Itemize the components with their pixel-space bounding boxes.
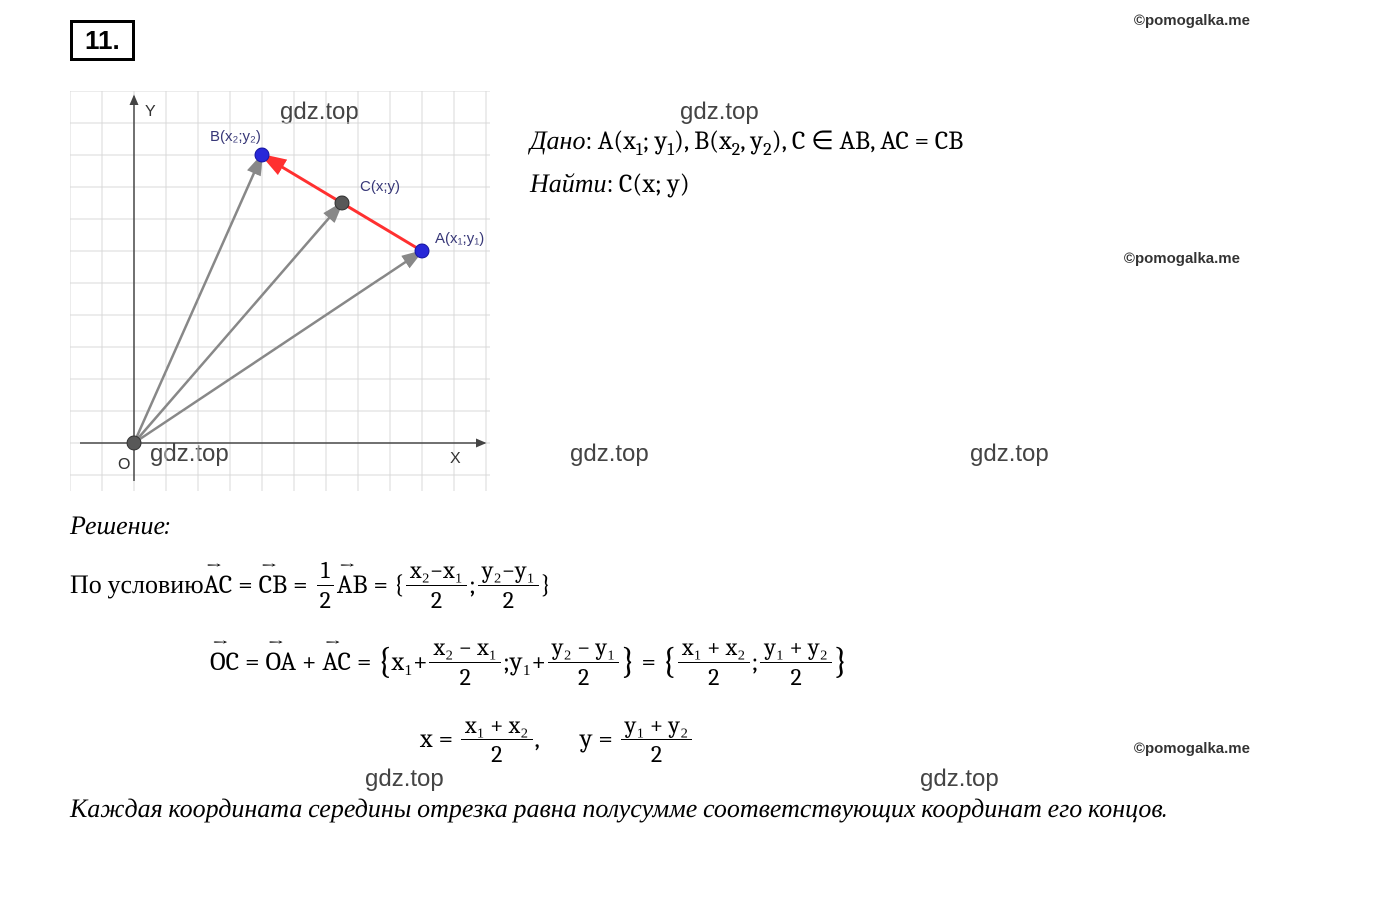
watermark: gdz.top	[920, 765, 999, 793]
rbrace: }	[834, 622, 848, 702]
equals: =	[238, 557, 252, 614]
watermark: gdz.top	[365, 765, 444, 793]
vec-OA: OA	[265, 634, 296, 691]
equals: =	[293, 557, 307, 614]
y-var: y	[580, 711, 593, 768]
vec-AC: AC	[322, 634, 351, 691]
svg-text:X: X	[450, 450, 461, 467]
watermark: gdz.top	[970, 440, 1049, 468]
equation-line-2: OC = OA + AC = { x₁ + x₂ − x₁2 ; y₁ + y₂…	[70, 622, 1330, 702]
svg-text:A(x₁;y₁): A(x₁;y₁)	[435, 230, 484, 247]
frac-dx: x₂−x₁2	[406, 556, 467, 614]
given-label: Дано	[530, 126, 585, 156]
diagram: A(x₁;y₁) B(x₂;y₂) C(x;y) X Y O	[70, 91, 490, 491]
top-row: A(x₁;y₁) B(x₂;y₂) C(x;y) X Y O Дано: A(x1; y1…	[70, 91, 1330, 491]
equation-line-1: По условию AC = CB = 12 AB = { x₂−x₁2 ; …	[70, 556, 1330, 614]
conclusion: Каждая координата середины отрезка равна…	[70, 789, 1330, 831]
semi: ;	[469, 557, 476, 614]
svg-text:C(x;y): C(x;y)	[360, 178, 400, 195]
frac-ry: y₁ + y₂2	[760, 633, 831, 691]
equals: =	[598, 711, 612, 768]
vec-AB: AB	[337, 557, 368, 614]
frac-dy: y₂−y₁2	[478, 556, 539, 614]
equals: =	[641, 634, 655, 691]
copyright-bottom: ©pomogalka.me	[1134, 740, 1250, 757]
plus: +	[532, 634, 546, 691]
frac-sx: x₂ − x₁2	[429, 633, 501, 691]
frac-sy: y₂ − y₁2	[548, 633, 619, 691]
copyright-mid: ©pomogalka.me	[1124, 250, 1240, 267]
x1: x₁	[391, 634, 413, 691]
frac-final-y: y₁ + y₂2	[621, 711, 692, 769]
semi: ;	[752, 634, 759, 691]
frac-rx: x₁ + x₂2	[678, 633, 750, 691]
svg-text:B(x₂;y₂): B(x₂;y₂)	[210, 128, 261, 145]
find-label: Найти	[530, 169, 607, 199]
equals: =	[357, 634, 371, 691]
lbrace: {	[662, 622, 676, 702]
y1: y₁	[510, 634, 532, 691]
watermark: gdz.top	[570, 440, 649, 468]
find-line: Найти: C(x; y)	[530, 164, 963, 206]
problem-number: 11.	[70, 20, 135, 61]
comma: ,	[535, 711, 540, 768]
equals: =	[439, 711, 453, 768]
given-line: Дано: A(x1; y1), B(x2, y2), C ∈ AB, AC =…	[530, 121, 963, 164]
frac-half: 12	[316, 556, 335, 614]
vec-AC: AC	[204, 557, 233, 614]
semi: ;	[503, 634, 510, 691]
solution-heading: Решение:	[70, 511, 1330, 541]
given-content: A(x1; y1), B(x2, y2), C ∈ AB, AC = CB	[598, 126, 964, 156]
plus: +	[302, 634, 316, 691]
frac-final-x: x₁ + x₂2	[461, 711, 533, 769]
vec-CB: CB	[259, 557, 288, 614]
rbrace: }	[541, 557, 551, 614]
x-var: x	[420, 711, 433, 768]
equals: =	[245, 634, 259, 691]
solution-body: По условию AC = CB = 12 AB = { x₂−x₁2 ; …	[70, 556, 1330, 769]
vec-OC: OC	[210, 634, 239, 691]
copyright-top: ©pomogalka.me	[1134, 12, 1250, 29]
lbrace: {	[394, 557, 404, 614]
find-content: C(x; y)	[619, 169, 690, 199]
intro-text: По условию	[70, 557, 204, 614]
plus: +	[413, 634, 427, 691]
equals: =	[374, 557, 388, 614]
rbrace: }	[621, 622, 635, 702]
coordinate-plot: A(x₁;y₁) B(x₂;y₂) C(x;y) X Y O	[70, 91, 490, 491]
watermark: gdz.top	[680, 98, 759, 126]
svg-text:O: O	[118, 456, 130, 473]
lbrace: {	[377, 622, 391, 702]
svg-text:Y: Y	[145, 103, 156, 120]
